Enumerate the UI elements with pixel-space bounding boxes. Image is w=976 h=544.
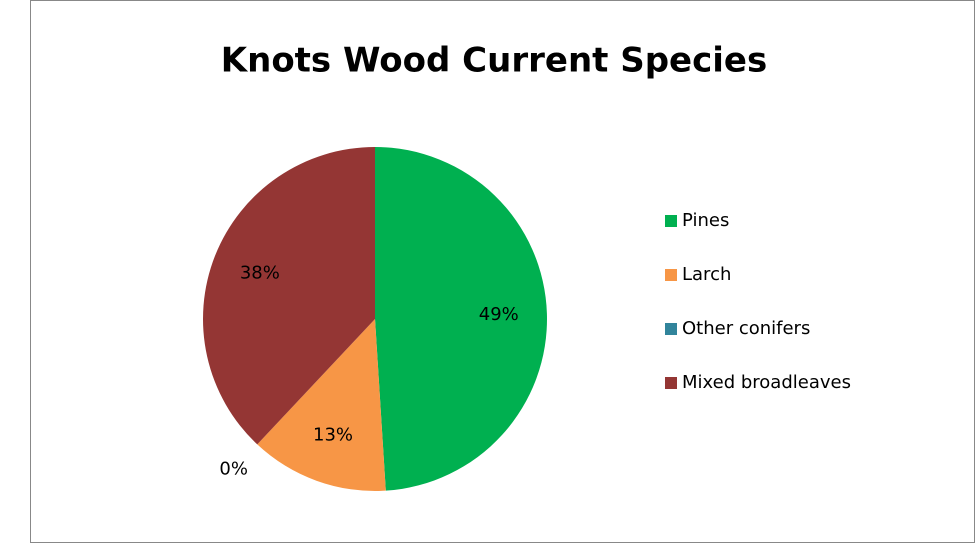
data-label: 38%	[240, 262, 280, 283]
data-label: 49%	[479, 304, 519, 325]
pie-slice	[257, 319, 386, 491]
legend-label: Mixed broadleaves	[682, 372, 851, 393]
legend-swatch	[665, 269, 677, 281]
legend-label: Larch	[682, 264, 731, 285]
chart-title: Knots Wood Current Species	[221, 41, 767, 81]
legend-swatch	[665, 323, 677, 335]
legend-label: Pines	[682, 210, 729, 231]
pie-slice	[203, 147, 375, 445]
legend-swatch	[665, 377, 677, 389]
pie-slice	[375, 147, 547, 491]
legend-swatch	[665, 215, 677, 227]
data-label: 13%	[313, 425, 353, 446]
legend-label: Other conifers	[682, 318, 810, 339]
data-label: 0%	[219, 458, 248, 479]
